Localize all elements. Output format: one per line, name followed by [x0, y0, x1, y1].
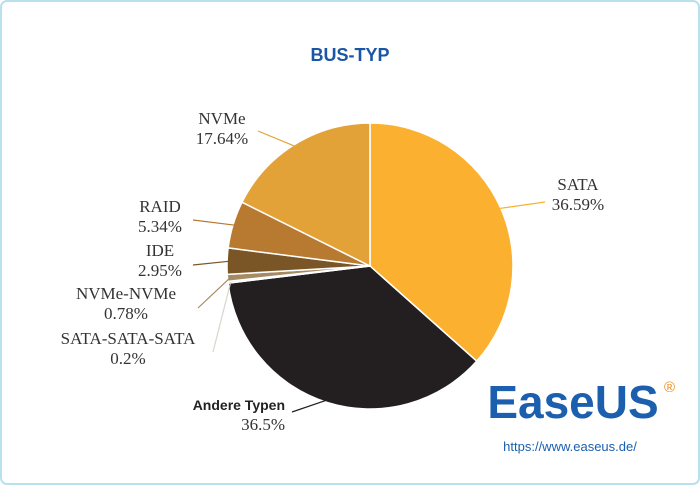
slice-label: NVMe — [198, 109, 245, 128]
leader-line — [257, 130, 297, 148]
leader-line — [497, 201, 546, 210]
chart-title: BUS-TYP — [310, 45, 389, 65]
leader-line — [197, 277, 231, 309]
brand-name: EaseUS — [487, 376, 658, 428]
slice-label: RAID — [139, 197, 181, 216]
leader-line — [192, 219, 236, 226]
slice-value-label: 36.59% — [552, 195, 604, 214]
leader-line — [192, 260, 231, 266]
slice-label: Andere Typen — [193, 397, 285, 413]
slice-value-label: 2.95% — [138, 261, 182, 280]
slice-label: NVMe-NVMe — [76, 284, 176, 303]
pie-slice — [369, 122, 514, 363]
brand-url: https://www.easeus.de/ — [503, 439, 637, 454]
slice-label: SATA — [557, 175, 599, 194]
leader-line — [212, 281, 232, 353]
leader-line — [291, 399, 329, 413]
pie-slice — [227, 265, 478, 410]
slice-value-label: 36.5% — [241, 415, 285, 434]
slice-value-label: 0.78% — [104, 304, 148, 323]
slice-value-label: 0.2% — [110, 349, 145, 368]
slice-value-label: 5.34% — [138, 217, 182, 236]
slice-value-label: 17.64% — [196, 129, 248, 148]
pie-slice — [241, 122, 371, 268]
slice-label: SATA-SATA-SATA — [61, 329, 196, 348]
brand-mark: ® — [664, 379, 675, 396]
slice-label: IDE — [146, 241, 174, 260]
